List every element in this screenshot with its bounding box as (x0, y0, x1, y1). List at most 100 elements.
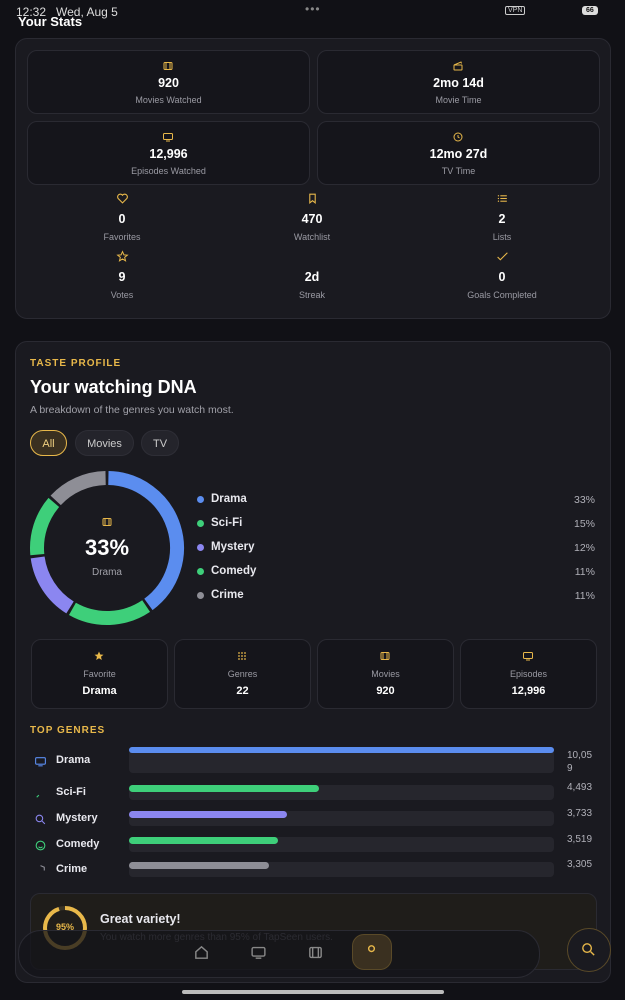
bar-value: 4,493 (567, 782, 593, 793)
summary-card: Episodes 12,996 (460, 639, 597, 709)
tab[interactable]: All (30, 430, 67, 456)
stat-value: 12,996 (149, 147, 188, 161)
stat-item-label: Streak (298, 290, 325, 300)
stat-item-label: Lists (492, 232, 512, 242)
icon (35, 814, 45, 824)
bar (129, 811, 287, 818)
icon (94, 651, 104, 660)
bar (129, 862, 269, 869)
legend-value: 11% (574, 566, 595, 578)
legend-label: Drama (211, 493, 247, 505)
legend-value: 12% (573, 542, 595, 554)
bar-value: 3,519 (567, 834, 593, 845)
stat-item-label: Goals Completed (467, 290, 537, 300)
icon[interactable] (193, 944, 210, 961)
genre-name: Drama (56, 754, 91, 766)
stat-label: Episodes Watched (131, 166, 206, 176)
ring-label: 95% (55, 922, 74, 932)
summary-label: Episodes (509, 669, 548, 679)
icon (496, 251, 508, 261)
legend-label: Mystery (211, 541, 255, 553)
icon (35, 840, 45, 850)
stat-item-value: 0 (498, 270, 506, 284)
search-fab[interactable] (567, 928, 611, 972)
legend-value: 15% (573, 518, 595, 530)
stat-label: TV Time (441, 166, 476, 176)
icon (453, 61, 463, 71)
summary-card: Favorite Drama (31, 639, 168, 709)
summary-value: 12,996 (511, 685, 546, 697)
stat-label: Movies Watched (135, 95, 202, 105)
bars-title: TOP GENRES (30, 725, 106, 736)
icon (39, 864, 45, 870)
donut-center-value: 33% (84, 535, 130, 560)
icon[interactable] (250, 944, 267, 961)
summary-value: Drama (82, 685, 117, 697)
summary-label: Genres (227, 669, 258, 679)
icon (102, 518, 112, 526)
tab[interactable]: Movies (75, 430, 134, 456)
icon (306, 250, 319, 263)
stat-item-label: Votes (110, 290, 134, 300)
bar (129, 785, 319, 792)
battery: 66 (582, 6, 598, 15)
bar-value: 3,733 (567, 808, 593, 819)
icon (238, 652, 246, 660)
summary-label: Favorite (83, 669, 116, 679)
icon (34, 756, 46, 766)
section-subtitle: A breakdown of the genres you watch most… (30, 404, 234, 416)
summary-label: Movies (371, 669, 400, 679)
donut-center-label: Drama (91, 567, 122, 578)
bar-value: 3,305 (567, 859, 593, 870)
section-title: Your watching DNA (30, 377, 197, 397)
stat-card: 12,996 Episodes Watched (27, 121, 310, 185)
legend-value: 33% (573, 494, 595, 506)
stat-card: 920 Movies Watched (27, 50, 310, 114)
bar-value: 10,059 (567, 750, 593, 774)
stat-item-value: 2 (498, 212, 506, 226)
stat-value: 920 (158, 76, 179, 90)
tab[interactable]: TV (141, 430, 179, 456)
legend-dot (197, 496, 204, 503)
stat-value: 2mo 14d (433, 76, 484, 90)
genre-name: Crime (56, 863, 88, 875)
nav-active[interactable] (352, 934, 392, 970)
status-date: Wed, Aug 5 (56, 5, 118, 19)
legend-label: Comedy (211, 565, 257, 577)
stat-card: 12mo 27d TV Time (317, 121, 600, 185)
icon[interactable] (363, 943, 380, 960)
legend-dot (197, 520, 204, 527)
legend-dot (197, 592, 204, 599)
legend-dot (197, 544, 204, 551)
legend-dot (197, 568, 204, 575)
icon (115, 249, 129, 262)
stat-item-value: 0 (118, 212, 126, 226)
status-time: 12:32 (16, 5, 47, 19)
legend-label: Sci-Fi (211, 517, 243, 529)
genre-name: Mystery (56, 812, 98, 824)
genre-name: Sci-Fi (56, 786, 86, 798)
variety-title: Great variety! (100, 912, 181, 926)
stat-card: 2mo 14d Movie Time (317, 50, 600, 114)
icon (497, 194, 507, 202)
stat-item-label: Watchlist (293, 232, 331, 242)
stat-item-label: Favorites (103, 232, 141, 242)
icon (523, 652, 533, 661)
bar (129, 747, 554, 753)
legend-label: Crime (211, 589, 244, 601)
icon (163, 133, 173, 142)
page-title: Your Stats (18, 14, 83, 29)
icon (308, 193, 316, 204)
stat-item-value: 470 (301, 212, 323, 226)
icon[interactable] (307, 944, 324, 961)
icon (116, 193, 128, 204)
icon (380, 652, 390, 660)
icon[interactable] (580, 941, 597, 958)
summary-card: Genres 22 (174, 639, 311, 709)
summary-card: Movies 920 (317, 639, 454, 709)
status-dots: ••• (305, 2, 321, 16)
legend-value: 11% (574, 590, 595, 602)
